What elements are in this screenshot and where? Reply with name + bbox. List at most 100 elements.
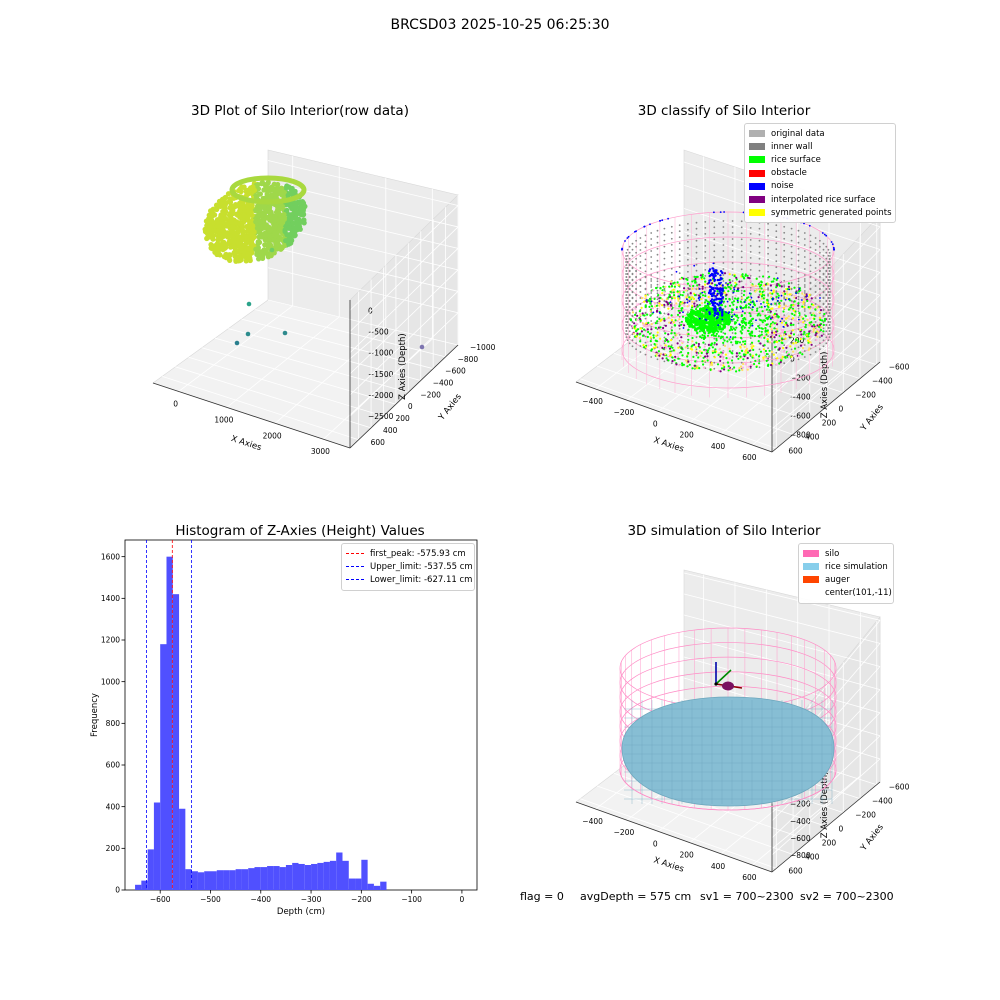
p2-wall-point [767, 335, 769, 338]
p1-rice-point [237, 214, 243, 220]
p2-wall-point [783, 362, 786, 365]
p2-wall-point [731, 356, 734, 358]
p2-surface-point [658, 304, 661, 307]
p2-wall-point [678, 230, 681, 233]
p4-yaxis-label: Y Axies [858, 822, 886, 854]
p2-surface-point [683, 287, 686, 290]
p2-wall-point [797, 283, 800, 286]
p2-wall-point [625, 312, 628, 314]
p2-surface-point [717, 369, 720, 372]
p2-surface-point [749, 353, 752, 356]
p2-surface-point [772, 291, 775, 294]
p2-wall-point [814, 285, 817, 287]
p2-wall-point [687, 311, 689, 314]
p2-wall-point [758, 227, 761, 230]
p2-wall-point [713, 367, 716, 370]
p2-noise-point [713, 302, 716, 305]
p2-wall-point [790, 360, 793, 363]
p2-wall-point [656, 307, 659, 310]
p3-xtick-label: −200 [351, 895, 372, 904]
p2-surface-point [649, 340, 652, 343]
p2-surface-point [701, 273, 704, 276]
p2-rice-core-point [718, 325, 722, 329]
p2-wall-point [625, 273, 627, 275]
p4-ytick-label: 200 [822, 839, 837, 848]
p2-wall-point [722, 232, 725, 234]
p2-surface-point [640, 306, 643, 309]
p2-noise-point [634, 230, 636, 233]
p2-surface-point [801, 305, 804, 308]
p2-surface-point [775, 278, 778, 281]
legend-label: rice surface [771, 154, 821, 165]
p2-surface-point [817, 325, 821, 328]
p2-surface-point [723, 272, 727, 275]
p2-surface-point [755, 327, 758, 330]
p3-bar [304, 865, 312, 890]
p2-surface-point [696, 284, 699, 287]
p2-wall-point [650, 344, 653, 346]
p2-wall-point [650, 244, 653, 246]
p1-zgrid [267, 160, 459, 206]
p2-wall-point [628, 263, 631, 266]
p1-ztick-label: −500 [368, 328, 389, 337]
p1-rice-point [268, 209, 274, 215]
p1-rice-point [257, 205, 263, 211]
p2-surface-point [725, 336, 729, 339]
p2-wall-point [803, 250, 806, 252]
p1-ygrid [267, 299, 459, 346]
p2-surface-point [691, 367, 694, 370]
p2-surface-point [680, 323, 683, 326]
p2-wall-point [695, 233, 698, 236]
p2-rice-core-point [697, 326, 701, 330]
p2-wall-point [625, 252, 628, 254]
p2-noise-point [713, 271, 716, 275]
p2-xtick-label: −200 [614, 408, 635, 417]
p2-surface-point [670, 299, 673, 302]
p2-wall-point [635, 293, 637, 296]
p2-wall-point [644, 252, 647, 255]
p2-wall-point [797, 247, 800, 250]
p2-wall-point [767, 258, 769, 261]
p1-rice-point [248, 241, 254, 247]
p3-bar [373, 885, 381, 890]
p2-surface-point [760, 336, 763, 339]
p2-zgrid-side [771, 340, 881, 435]
p2-surface-point [731, 301, 734, 304]
p2-surface-point [727, 290, 730, 293]
p1-rice-point [246, 257, 252, 263]
p4-ztick-label: −200 [790, 800, 811, 809]
p2-noise-point [733, 313, 736, 316]
legend-line-swatch [346, 553, 364, 555]
p2-surface-point [658, 302, 661, 305]
p2-surface-point [776, 314, 779, 317]
p2-surface-point [673, 281, 676, 284]
p2-surface-point [648, 305, 651, 308]
p2-wall-point [767, 234, 769, 237]
p2-noise-point [710, 292, 714, 295]
p2-wall-point [722, 262, 725, 264]
p3-bar [153, 802, 161, 890]
p2-surface-point [742, 343, 745, 346]
p2-surface-point [736, 342, 739, 345]
p2-wall-point [639, 249, 642, 251]
p2-surface-point [820, 326, 823, 329]
p2-wall-point [731, 220, 734, 222]
p2-surface-point [784, 292, 787, 295]
legend-label: obstacle [771, 168, 807, 179]
p2-wall-point [650, 256, 653, 258]
p2-surface-point [707, 343, 711, 346]
p2-surface-point [741, 368, 744, 372]
p2-wall-point [678, 327, 681, 330]
p2-noise-point [739, 306, 742, 309]
p2-surface-point [724, 332, 727, 335]
p2-wall-point [797, 310, 800, 313]
p2-surface-point [808, 299, 811, 302]
p2-surface-point [708, 347, 711, 350]
p2-wall-point [644, 258, 647, 261]
p2-wall-point [758, 233, 761, 236]
p4-zgrid-side [771, 758, 881, 856]
p2-surface-point [681, 301, 684, 304]
p2-surface-point [703, 301, 707, 304]
p2-rice-core-point [719, 319, 723, 323]
